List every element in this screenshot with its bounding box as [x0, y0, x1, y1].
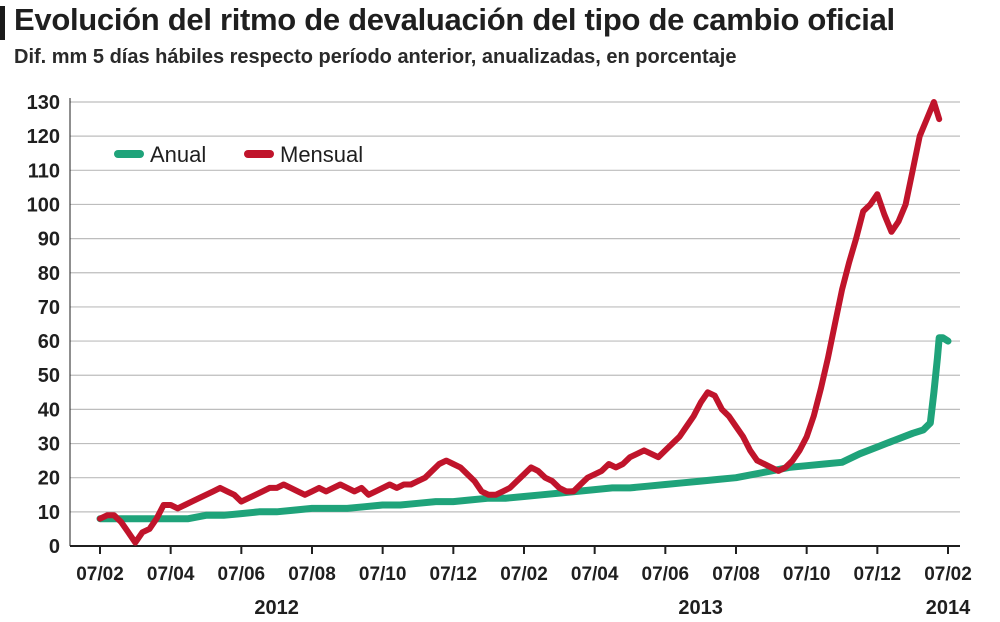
- x-tick-label: 07/06: [642, 564, 690, 585]
- x-year-label: 2014: [926, 597, 971, 619]
- y-tick-label: 90: [38, 229, 60, 251]
- y-tick-label: 120: [27, 126, 60, 148]
- y-tick-label: 110: [28, 160, 60, 182]
- y-tick-label: 100: [27, 194, 60, 216]
- series-line-mensual: [97, 99, 943, 546]
- x-axis: 07/02 07/04 07/06 07/08 07/10 07/12 07/02 07/04…: [70, 545, 972, 619]
- y-tick-label: 10: [38, 502, 60, 524]
- x-tick-label: 07/10: [783, 564, 831, 585]
- y-tick-label: 20: [38, 468, 60, 490]
- y-tick-label: 60: [38, 331, 60, 353]
- x-tick-label: 07/06: [218, 564, 266, 585]
- legend-label-mensual: Mensual: [280, 142, 363, 167]
- x-tick-label: 07/08: [712, 564, 760, 585]
- y-axis: 0 10 20 30 40 50 60 70 80 90 100 110 120 130: [27, 92, 71, 558]
- legend-label-anual: Anual: [150, 142, 206, 167]
- series-group: [96, 99, 952, 546]
- chart-title: Evolución del ritmo de devaluación del t…: [14, 2, 895, 37]
- x-tick-label: 07/12: [854, 564, 902, 585]
- legend: Anual Mensual: [114, 142, 363, 167]
- y-tick-label: 30: [38, 434, 60, 456]
- x-tick-label: 07/02: [500, 564, 548, 585]
- chart-subtitle: Dif. mm 5 días hábiles respecto período …: [14, 46, 737, 68]
- x-tick-label: 07/12: [430, 564, 478, 585]
- y-tick-label: 80: [38, 263, 60, 285]
- x-tick-label: 07/02: [76, 564, 124, 585]
- y-tick-label: 130: [27, 92, 60, 114]
- x-tick-label: 07/04: [147, 564, 195, 585]
- x-tick-label: 07/02: [924, 564, 972, 585]
- x-tick-label: 07/08: [288, 564, 336, 585]
- y-tick-label: 40: [38, 399, 60, 421]
- x-year-label: 2013: [678, 597, 723, 619]
- x-tick-label: 07/10: [359, 564, 407, 585]
- y-tick-label: 70: [38, 297, 60, 319]
- title-accent-bar: [0, 6, 5, 40]
- y-tick-label: 50: [38, 365, 60, 387]
- y-tick-label: 0: [49, 536, 60, 558]
- x-tick-label: 07/04: [571, 564, 619, 585]
- x-year-label: 2012: [254, 597, 299, 619]
